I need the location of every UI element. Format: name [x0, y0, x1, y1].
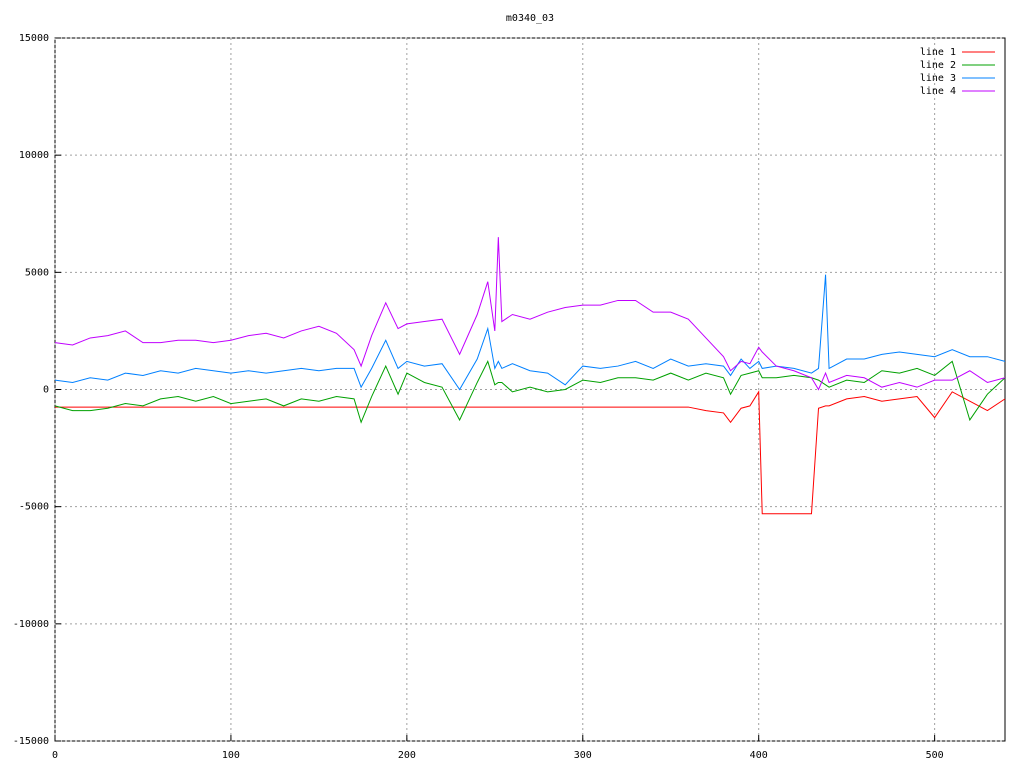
data-line — [54, 360, 1006, 424]
legend-label: line 2 — [920, 60, 956, 71]
data-line — [54, 237, 1006, 391]
x-tick-label: 300 — [574, 750, 592, 761]
y-tick-label: 5000 — [25, 267, 49, 278]
legend-label: line 4 — [920, 86, 956, 97]
x-tick-label: 400 — [750, 750, 768, 761]
y-tick-label: 10000 — [19, 150, 49, 161]
y-tick-label: -5000 — [19, 502, 49, 513]
y-tick-label: -10000 — [13, 619, 49, 630]
y-tick-label: 0 — [43, 385, 49, 396]
x-tick-label: 200 — [398, 750, 416, 761]
y-tick-label: 15000 — [19, 33, 49, 44]
x-tick-label: 500 — [926, 750, 944, 761]
chart-title: m0340_03 — [506, 13, 554, 24]
x-tick-label: 100 — [222, 750, 240, 761]
data-line — [55, 390, 1006, 515]
x-tick-label: 0 — [52, 750, 58, 761]
y-tick-label: -15000 — [13, 736, 49, 747]
data-line — [54, 274, 1006, 391]
legend-label: line 1 — [920, 47, 956, 58]
legend-label: line 3 — [920, 73, 956, 84]
